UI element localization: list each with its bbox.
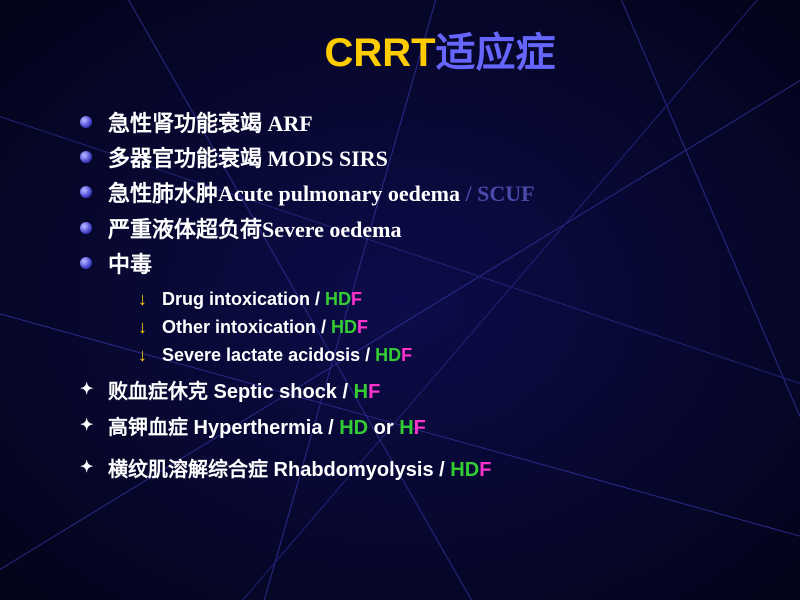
- code-letter: D: [338, 289, 351, 309]
- sub-prefix: Severe lactate acidosis: [162, 345, 365, 365]
- title-part2: 适应症: [436, 31, 556, 75]
- code-letter: F: [351, 289, 362, 309]
- list-item: 中毒 Drug intoxication / HDF Other intoxic…: [80, 247, 760, 370]
- sub-list-item: Other intoxication / HDF: [138, 314, 760, 342]
- separator: /: [328, 417, 339, 439]
- star-list-item: 败血症休克 Septic shock / HF: [80, 374, 760, 410]
- separator: /: [343, 381, 354, 403]
- code-letter: H: [354, 381, 368, 403]
- list-item: 急性肾功能衰竭 ARF: [80, 106, 760, 141]
- code-letter: H: [375, 345, 388, 365]
- sub-bullet-list: Drug intoxication / HDF Other intoxicati…: [108, 286, 760, 370]
- sub-prefix: Drug intoxication: [162, 289, 315, 309]
- code-letter: F: [479, 459, 491, 481]
- code-letter: H: [339, 417, 353, 439]
- separator: /: [365, 345, 375, 365]
- item-text-prefix: 急性肺水肿Acute pulmonary oedema: [108, 181, 465, 206]
- separator: /: [315, 289, 325, 309]
- item-suffix: SCUF: [472, 181, 535, 206]
- sub-prefix: Other intoxication: [162, 317, 321, 337]
- code-letter: F: [368, 381, 380, 403]
- code-letter: H: [325, 289, 338, 309]
- star-list-item: 横纹肌溶解综合症 Rhabdomyolysis / HDF: [80, 452, 760, 488]
- sub-list-item: Drug intoxication / HDF: [138, 286, 760, 314]
- code-letter: D: [388, 345, 401, 365]
- star-prefix: 横纹肌溶解综合症 Rhabdomyolysis: [108, 459, 439, 481]
- separator: /: [439, 459, 450, 481]
- star-prefix: 高钾血症 Hyperthermia: [108, 417, 328, 439]
- slide-title: CRRT适应症: [80, 20, 760, 78]
- code-letter: D: [344, 317, 357, 337]
- star-prefix: 败血症休克 Septic shock: [108, 381, 343, 403]
- item-text: 严重液体超负荷Severe oedema: [108, 217, 402, 242]
- sub-list-item: Severe lactate acidosis / HDF: [138, 342, 760, 370]
- item-text: 急性肾功能衰竭 ARF: [108, 111, 313, 136]
- list-item: 多器官功能衰竭 MODS SIRS: [80, 141, 760, 176]
- star-bullet-list: 败血症休克 Septic shock / HF 高钾血症 Hyperthermi…: [80, 374, 760, 488]
- list-item: 严重液体超负荷Severe oedema: [80, 212, 760, 247]
- code-letter: H: [331, 317, 344, 337]
- main-bullet-list: 急性肾功能衰竭 ARF 多器官功能衰竭 MODS SIRS 急性肺水肿Acute…: [80, 106, 760, 370]
- code-letter: F: [357, 317, 368, 337]
- code-letter: H: [450, 459, 464, 481]
- item-text: 中毒: [108, 252, 152, 277]
- code-letter: D: [354, 417, 368, 439]
- slide-content: CRRT适应症 急性肾功能衰竭 ARF 多器官功能衰竭 MODS SIRS 急性…: [80, 20, 760, 488]
- code-letter: F: [401, 345, 412, 365]
- list-item: 急性肺水肿Acute pulmonary oedema / SCUF: [80, 176, 760, 211]
- slide-root: CRRT适应症 急性肾功能衰竭 ARF 多器官功能衰竭 MODS SIRS 急性…: [0, 0, 800, 600]
- code-letter: H: [399, 417, 413, 439]
- item-text: 多器官功能衰竭 MODS SIRS: [108, 146, 388, 171]
- title-part1: CRRT: [324, 31, 435, 75]
- mid-text: or: [368, 417, 399, 439]
- star-list-item: 高钾血症 Hyperthermia / HD or HF: [80, 410, 760, 446]
- code-letter: F: [414, 417, 426, 439]
- code-letter: D: [465, 459, 479, 481]
- separator: /: [321, 317, 331, 337]
